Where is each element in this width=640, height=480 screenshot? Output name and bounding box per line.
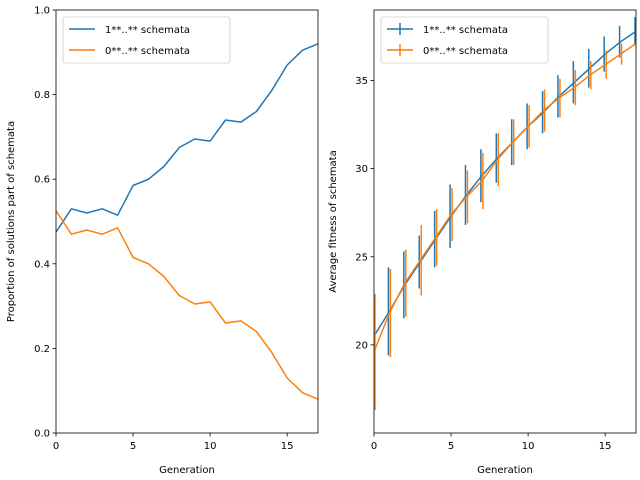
x-tick-label: 10 xyxy=(204,441,217,452)
chart-2: 0 5 10 15 20 25 30 35 Generation Average fitness … xyxy=(328,9,637,476)
legend-label: 1**..** schemata xyxy=(105,25,190,36)
legend-box xyxy=(380,16,549,64)
series-2 xyxy=(56,210,318,400)
y-tick-label: 25 xyxy=(355,252,368,263)
y-axis-label: Proportion of solutions part of schemata xyxy=(6,121,17,322)
x-tick-label: 5 xyxy=(130,441,136,452)
x-tick-label: 0 xyxy=(53,441,59,452)
y-tick-label: 1.0 xyxy=(34,6,50,17)
axes-frame xyxy=(55,9,319,434)
y-tick-label: 0.4 xyxy=(34,259,50,270)
legend-entry: 0**..** schemata xyxy=(387,44,508,57)
series-line xyxy=(374,30,636,337)
y-axis-label: Average fitness of schemata xyxy=(328,150,339,293)
x-tick-label: 15 xyxy=(281,441,294,452)
x-axis-label: Generation xyxy=(477,465,533,476)
y-tick-label: 0.8 xyxy=(34,90,50,101)
legend-box xyxy=(62,16,231,64)
x-tick-label: 10 xyxy=(522,441,535,452)
x-axis-label: Generation xyxy=(159,465,215,476)
series-line xyxy=(56,43,318,233)
legend-entry: 1**..** schemata xyxy=(69,25,190,36)
y-tick-label: 35 xyxy=(355,76,368,87)
plot-area xyxy=(56,43,318,400)
legend-label: 1**..** schemata xyxy=(423,25,508,36)
chart-1: 0 5 10 15 0.0 0.2 0.4 0.6 0.8 1.0 Generation Propor… xyxy=(6,6,319,476)
legend: 1**..** schemata 0**..** schemata xyxy=(380,16,549,64)
y-tick-label: 0.0 xyxy=(34,429,50,440)
legend-label: 0**..** schemata xyxy=(423,46,508,57)
legend-label: 0**..** schemata xyxy=(105,46,190,57)
x-tick-label: 15 xyxy=(599,441,612,452)
x-tick-label: 0 xyxy=(371,441,377,452)
y-tick-label: 0.6 xyxy=(34,175,50,186)
y-tick-label: 20 xyxy=(355,340,368,351)
series-1 xyxy=(56,43,318,233)
legend-entry: 1**..** schemata xyxy=(387,23,508,36)
y-tick-label: 0.2 xyxy=(34,344,50,355)
x-tick-label: 5 xyxy=(448,441,454,452)
series-line xyxy=(56,210,318,400)
legend-entry: 0**..** schemata xyxy=(69,46,190,57)
legend: 1**..** schemata 0**..** schemata xyxy=(62,16,231,64)
series-line xyxy=(374,42,636,353)
y-tick-label: 30 xyxy=(355,164,368,175)
series-2 xyxy=(374,42,636,411)
plot-area xyxy=(374,17,636,411)
axes-frame xyxy=(373,9,637,434)
